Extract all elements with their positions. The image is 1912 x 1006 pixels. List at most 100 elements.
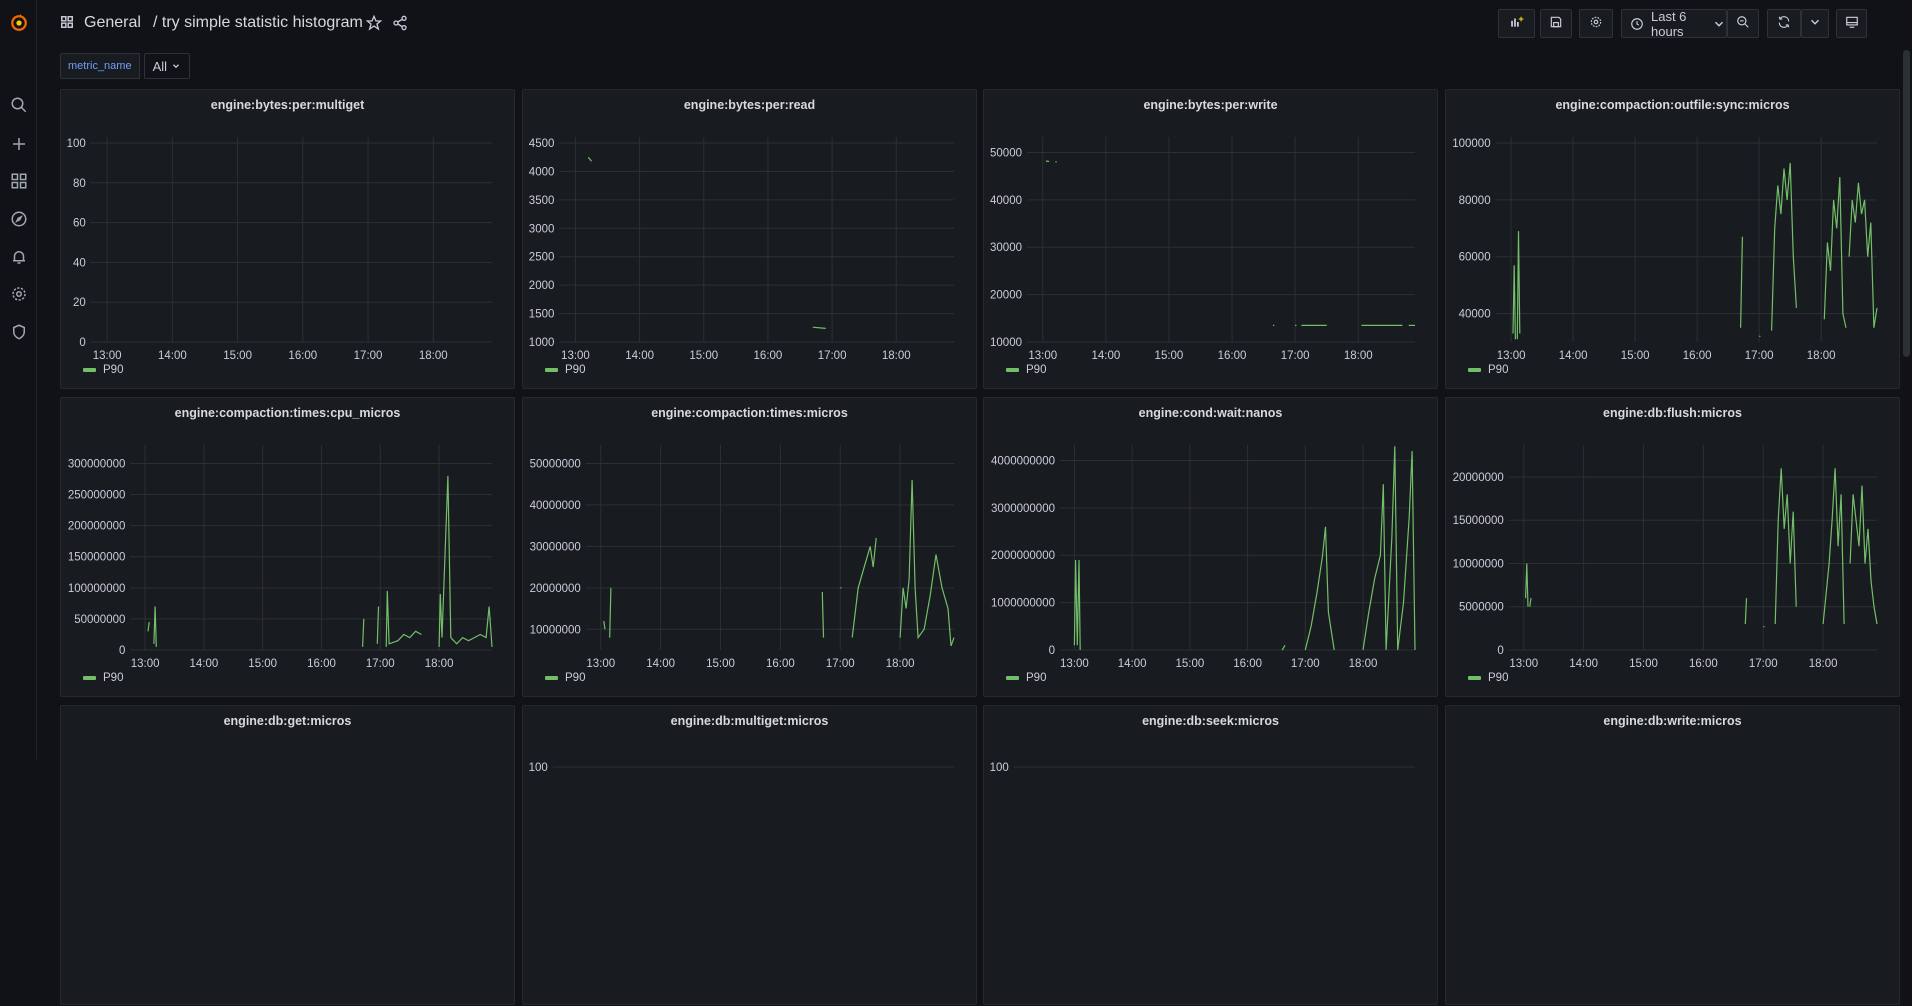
search-icon[interactable] <box>0 88 37 122</box>
x-tick-label: 18:00 <box>1807 350 1836 362</box>
x-tick-label: 14:00 <box>646 658 675 670</box>
series-line <box>1745 598 1746 624</box>
panel[interactable]: engine:db:get:micros <box>60 705 515 1005</box>
configuration-icon[interactable] <box>0 277 37 311</box>
time-picker-button[interactable]: Last 6 hours <box>1621 9 1727 38</box>
y-tick-label: 10000000 <box>1453 558 1504 570</box>
series-line <box>1526 564 1528 607</box>
star-icon[interactable] <box>366 15 382 36</box>
y-tick-label: 20000 <box>990 290 1022 302</box>
plus-icon[interactable] <box>0 127 37 161</box>
series-line <box>154 607 156 647</box>
dashboard-settings-button[interactable] <box>1579 9 1613 38</box>
time-series-chart[interactable]: 100 <box>984 706 1439 1006</box>
legend-item[interactable]: P90 <box>1006 364 1046 376</box>
x-tick-label: 17:00 <box>826 658 855 670</box>
y-tick-label: 1000 <box>529 337 555 349</box>
explore-icon[interactable] <box>0 202 37 236</box>
x-tick-label: 16:00 <box>1689 658 1718 670</box>
y-tick-label: 100000 <box>1452 138 1490 150</box>
time-series-chart[interactable] <box>1446 706 1901 1006</box>
y-tick-label: 10000 <box>990 337 1022 349</box>
legend-label: P90 <box>103 672 123 684</box>
y-tick-label: 100000000 <box>68 583 126 595</box>
y-tick-label: 2000 <box>529 280 555 292</box>
series-line <box>1741 237 1743 328</box>
shield-icon[interactable] <box>0 315 37 349</box>
legend-item[interactable]: P90 <box>1468 364 1508 376</box>
panel[interactable]: engine:db:write:micros <box>1445 705 1900 1005</box>
legend-item[interactable]: P90 <box>1468 672 1508 684</box>
y-tick-label: 50000 <box>990 147 1022 159</box>
series-line <box>1772 163 1797 331</box>
x-tick-label: 14:00 <box>158 350 187 362</box>
save-icon <box>1549 15 1563 32</box>
legend-item[interactable]: P90 <box>1006 672 1046 684</box>
x-tick-label: 15:00 <box>689 350 718 362</box>
x-tick-label: 17:00 <box>1281 350 1310 362</box>
save-dashboard-button[interactable] <box>1540 9 1572 38</box>
series-line <box>610 588 611 638</box>
legend-item[interactable]: P90 <box>545 672 585 684</box>
y-tick-label: 30000 <box>990 242 1022 254</box>
variable-value-picker[interactable]: All <box>144 53 190 79</box>
legend-item[interactable]: P90 <box>83 364 123 376</box>
legend-swatch <box>1468 368 1481 372</box>
legend-item[interactable]: P90 <box>83 672 123 684</box>
dashboard-navbar: General / try simple statistic histogram… <box>37 0 1912 46</box>
page-title[interactable]: / try simple statistic histogram <box>153 14 363 32</box>
x-tick-label: 13:00 <box>1060 658 1089 670</box>
time-series-chart[interactable]: 4000000000300000000020000000001000000000… <box>984 398 1439 698</box>
refresh-interval-picker[interactable] <box>1801 9 1829 38</box>
x-tick-label: 14:00 <box>1118 658 1147 670</box>
y-tick-label: 60 <box>73 218 86 230</box>
time-series-chart[interactable]: 3000000002500000002000000001500000001000… <box>61 398 516 698</box>
y-tick-label: 2500 <box>529 252 555 264</box>
alerting-icon[interactable] <box>0 240 37 274</box>
x-tick-label: 13:00 <box>1028 350 1057 362</box>
breadcrumb-folder[interactable]: General <box>84 14 141 32</box>
time-series-chart[interactable]: 100 <box>523 706 978 1006</box>
series-line <box>1530 598 1531 607</box>
x-tick-label: 18:00 <box>882 350 911 362</box>
add-panel-button[interactable] <box>1498 9 1535 38</box>
dashboards-icon[interactable] <box>0 164 37 198</box>
share-icon[interactable] <box>392 15 408 36</box>
legend-item[interactable]: P90 <box>545 364 585 376</box>
grafana-logo-icon[interactable] <box>0 6 37 40</box>
series-line <box>1849 183 1877 328</box>
time-series-chart[interactable] <box>61 706 516 1006</box>
y-tick-label: 3500 <box>529 195 555 207</box>
time-series-chart[interactable]: 5000000040000000300000002000000010000000… <box>523 398 978 698</box>
y-tick-label: 4500 <box>529 138 555 150</box>
x-tick-label: 13:00 <box>131 658 160 670</box>
scrollbar[interactable] <box>1903 50 1910 357</box>
legend-swatch <box>1006 676 1019 680</box>
y-tick-label: 200000000 <box>68 521 126 533</box>
refresh-button[interactable] <box>1767 9 1801 38</box>
tv-mode-button[interactable] <box>1836 9 1867 38</box>
y-tick-label: 100 <box>529 762 548 774</box>
chevron-down-icon <box>1808 15 1822 32</box>
chevron-down-icon <box>171 61 181 71</box>
y-tick-label: 0 <box>79 337 85 349</box>
y-tick-label: 1500 <box>529 309 555 321</box>
series-line <box>1282 645 1285 650</box>
zoom-out-button[interactable] <box>1727 9 1759 38</box>
x-tick-label: 16:00 <box>1233 658 1262 670</box>
